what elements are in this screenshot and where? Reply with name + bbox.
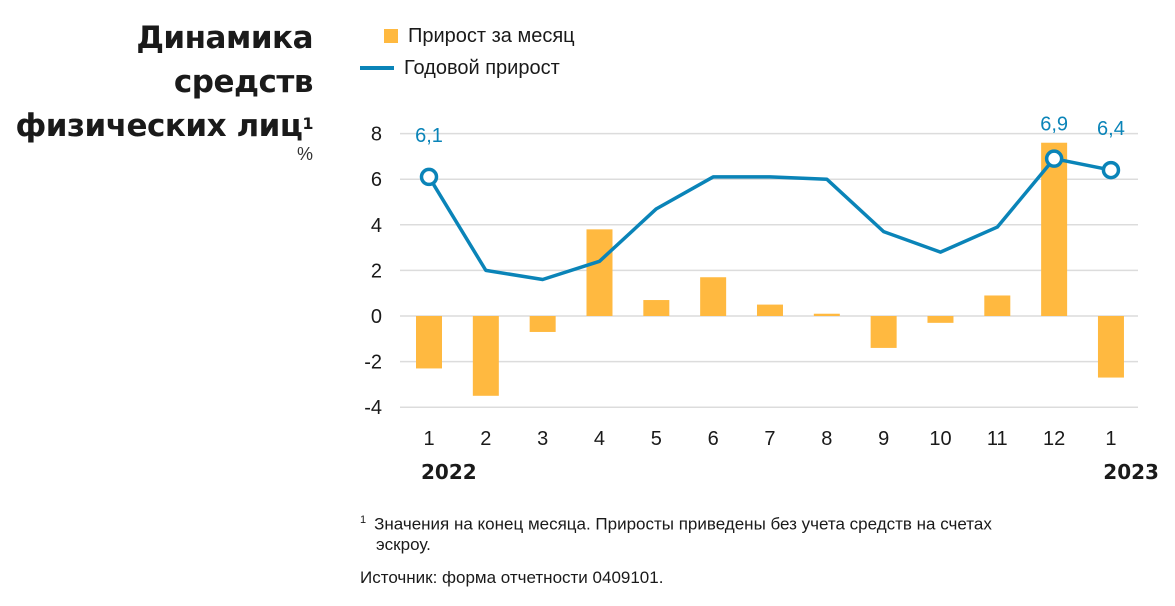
data-point-marker [1101, 160, 1121, 180]
title-line: средств [173, 64, 314, 100]
y-tick-label: -4 [364, 397, 382, 419]
x-tick-label: 12 [1043, 428, 1065, 450]
footnote-text: Значения на конец месяца. Приросты приве… [374, 514, 992, 534]
year-label: 2022 [421, 460, 477, 484]
y-tick-label: 4 [371, 215, 382, 237]
x-tick-label: 8 [821, 428, 832, 450]
y-tick-label: 6 [371, 169, 382, 191]
footnote-mark: 1 [302, 114, 313, 133]
chart-title: Динамика средств физических лиц1 [16, 16, 314, 148]
x-tick-label: 5 [651, 428, 662, 450]
legend-swatch-bar [384, 29, 398, 43]
annual-growth-line [427, 156, 1112, 282]
x-tick-label: 6 [708, 428, 719, 450]
bar [700, 277, 727, 316]
x-tick-label: 10 [929, 428, 951, 450]
legend-item-line: Годовой прирост [360, 52, 575, 84]
data-label: 6,1 [415, 125, 443, 147]
data-label: 6,4 [1097, 118, 1125, 140]
bar [984, 295, 1011, 316]
x-tick-label: 1 [1105, 428, 1116, 450]
bar [756, 304, 783, 316]
bar [529, 316, 556, 332]
x-tick-label: 2 [480, 428, 491, 450]
legend: Прирост за месяц Годовой прирост [360, 20, 575, 84]
year-label: 2023 [1103, 460, 1159, 484]
bar [870, 316, 897, 348]
legend-label: Прирост за месяц [408, 24, 575, 47]
x-tick-label: 7 [764, 428, 775, 450]
title-line: физических лиц1 [15, 108, 314, 144]
title-line: Динамика [136, 20, 313, 56]
data-point-marker [419, 167, 439, 187]
x-tick-label: 4 [594, 428, 605, 450]
y-tick-label: 8 [371, 124, 382, 146]
data-point-marker [1044, 149, 1064, 168]
bar [813, 313, 840, 316]
legend-item-bar: Прирост за месяц [360, 20, 575, 52]
legend-swatch-line [360, 66, 394, 70]
bar [472, 316, 499, 396]
bar [643, 300, 670, 316]
bar [416, 316, 442, 369]
legend-label: Годовой прирост [404, 56, 560, 79]
y-tick-label: -2 [364, 352, 382, 374]
bar [927, 316, 954, 323]
x-tick-label: 1 [423, 428, 434, 450]
bar [1097, 316, 1124, 378]
x-tick-label: 9 [878, 428, 889, 450]
footnote-text-cont: эскроу. [376, 534, 431, 554]
footnote: 1 Значения на конец месяца. Приросты прив… [360, 514, 992, 555]
bar [586, 229, 613, 316]
source-note: Источник: форма отчетности 0409101. [360, 568, 664, 587]
x-tick-label: 3 [537, 428, 548, 450]
unit-label: % [296, 144, 313, 164]
y-tick-label: 0 [371, 306, 382, 328]
data-label: 6,9 [1040, 114, 1068, 136]
x-tick-label: 11 [987, 428, 1008, 450]
footnote-mark: 1 [360, 514, 367, 526]
y-tick-label: 2 [371, 260, 382, 282]
